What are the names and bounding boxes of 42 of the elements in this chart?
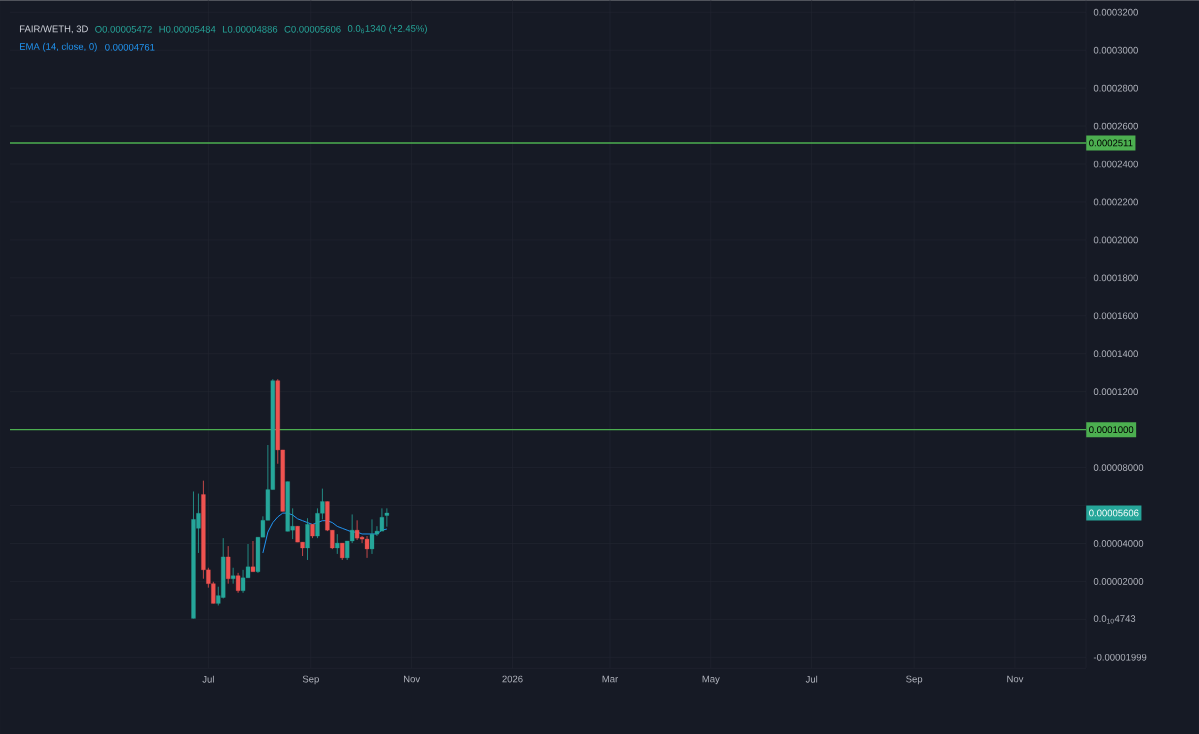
text: 0.00005606 — [1089, 509, 1139, 517]
y-tick-label: 0.0001800 — [1093, 274, 1138, 282]
annotation: O0.00005472 — [95, 25, 152, 33]
x-tick-label: Jul — [202, 675, 214, 683]
text: EMA (14, close, 0) — [19, 42, 97, 52]
y-tick-label: 0.0002400 — [1093, 160, 1138, 168]
x-tick-label: Nov — [1007, 675, 1024, 683]
y-tick-label: 0.00004000 — [1093, 539, 1144, 547]
x-tick-label: Jul — [805, 675, 818, 683]
y-tick-label: 0.0$_{10}$4743 — [1093, 615, 1136, 624]
annotation: C0.00005606 — [284, 25, 341, 33]
y-tick-label: 0.0002000 — [1093, 236, 1138, 244]
annotation: 0.00004761 — [105, 43, 155, 51]
y-tick-label: 0.0002800 — [1093, 84, 1138, 92]
ref-line-label: 0.0002511 — [1089, 139, 1133, 147]
y-tick-label: 0.0003000 — [1093, 46, 1138, 54]
candlestick — [250, 540, 256, 572]
x-tick-label: 2026 — [502, 675, 523, 683]
annotation: H0.00005484 — [159, 25, 216, 33]
y-tick-label: 0.0002200 — [1093, 198, 1138, 206]
y-tick-label: 0.0001600 — [1093, 312, 1138, 320]
x-tick-label: Nov — [404, 675, 421, 683]
candlestick — [305, 517, 310, 561]
candlestick — [235, 572, 241, 594]
y-tick-label: 0.0003200 — [1093, 8, 1138, 16]
text: FAIR/WETH, 3D — [19, 25, 88, 34]
annotation: 0.0$_{6}$1340 (+2.45%) — [347, 24, 427, 34]
y-tick-label: 0.0001400 — [1093, 350, 1138, 357]
y-tick-label: 0.00008000 — [1093, 464, 1144, 471]
y-tick-label: 0.0001200 — [1093, 388, 1138, 395]
x-tick-label: Sep — [302, 675, 319, 685]
annotation: L0.00004886 — [222, 25, 278, 33]
x-tick-label: Mar — [602, 675, 619, 683]
candlestick — [231, 567, 236, 584]
y-tick-label: -0.00001999 — [1093, 653, 1147, 661]
x-tick-label: May — [702, 675, 720, 685]
ref-line-label: 0.0001000 — [1089, 426, 1134, 433]
candlestick — [335, 533, 340, 555]
candlestick — [226, 545, 231, 584]
x-tick-label: Sep — [906, 675, 923, 685]
y-tick-label: 0.0002600 — [1093, 122, 1138, 130]
y-tick-label: 0.00002000 — [1093, 577, 1144, 585]
